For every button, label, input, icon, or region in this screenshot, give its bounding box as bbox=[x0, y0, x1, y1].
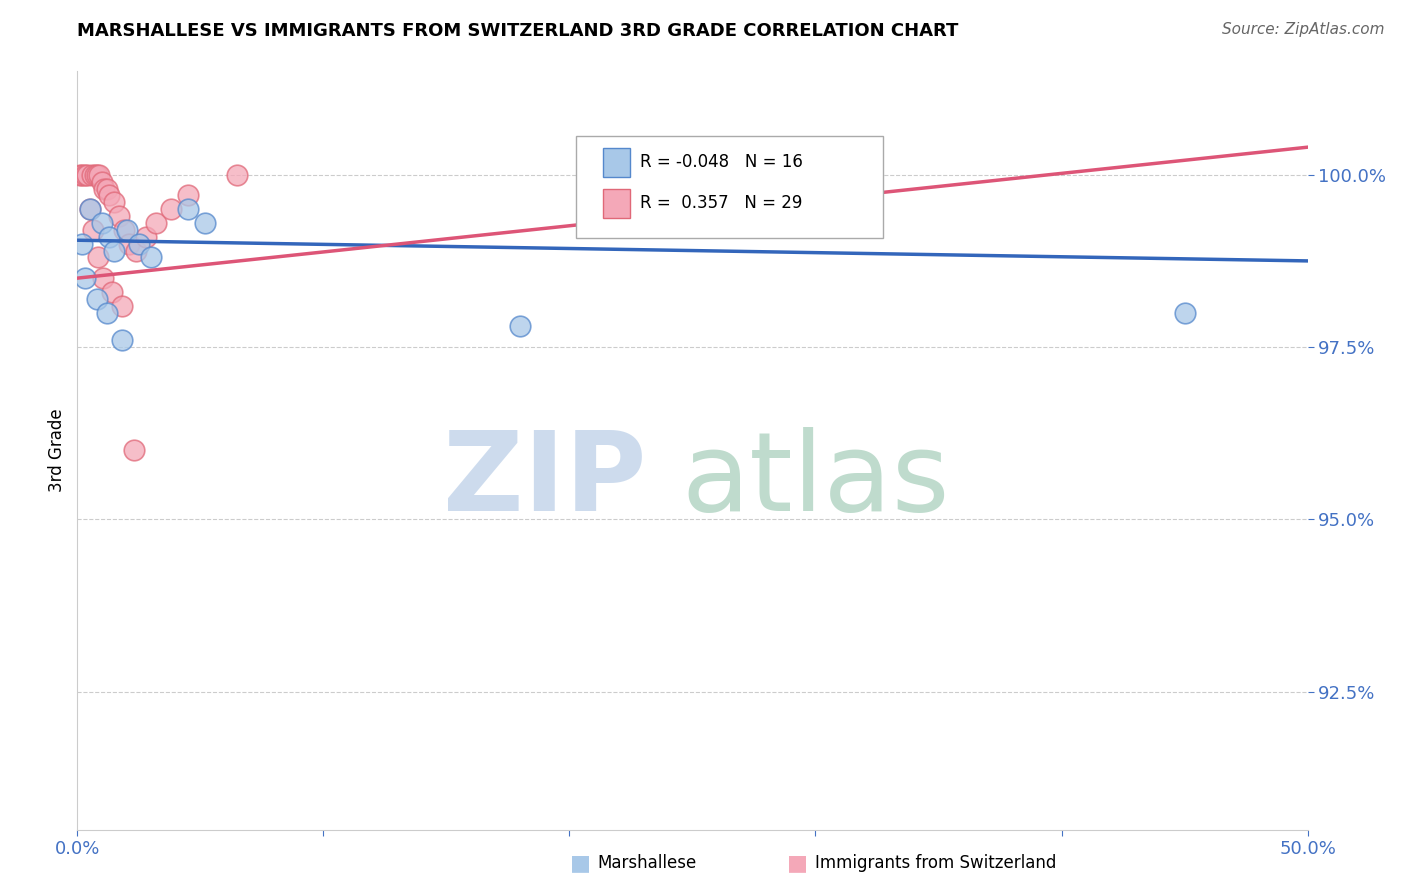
Point bbox=[112, 223, 135, 237]
Text: R =  0.357   N = 29: R = 0.357 N = 29 bbox=[640, 194, 801, 212]
Point bbox=[103, 244, 125, 258]
Point bbox=[79, 202, 101, 217]
Point bbox=[101, 285, 124, 299]
Point bbox=[76, 168, 98, 182]
Point bbox=[177, 202, 200, 217]
Point bbox=[98, 229, 121, 244]
Text: ZIP: ZIP bbox=[443, 427, 647, 534]
Text: atlas: atlas bbox=[682, 427, 949, 534]
Point bbox=[135, 229, 157, 244]
Point bbox=[108, 209, 131, 223]
Point bbox=[79, 202, 101, 217]
Point bbox=[86, 292, 108, 306]
Point bbox=[87, 251, 110, 265]
Point bbox=[69, 168, 91, 182]
Point bbox=[82, 223, 104, 237]
Point bbox=[509, 319, 531, 334]
Point bbox=[125, 244, 148, 258]
Point bbox=[70, 168, 93, 182]
Point bbox=[89, 168, 111, 182]
Text: Source: ZipAtlas.com: Source: ZipAtlas.com bbox=[1222, 22, 1385, 37]
Point bbox=[103, 195, 125, 210]
Point bbox=[73, 168, 96, 182]
Text: Immigrants from Switzerland: Immigrants from Switzerland bbox=[815, 855, 1057, 872]
Point bbox=[1174, 305, 1197, 319]
Point bbox=[226, 168, 249, 182]
Point bbox=[96, 181, 118, 195]
Point bbox=[115, 223, 138, 237]
FancyBboxPatch shape bbox=[603, 189, 630, 218]
Text: ■: ■ bbox=[569, 854, 591, 873]
Point bbox=[194, 216, 217, 230]
Point bbox=[177, 188, 200, 202]
Text: MARSHALLESE VS IMMIGRANTS FROM SWITZERLAND 3RD GRADE CORRELATION CHART: MARSHALLESE VS IMMIGRANTS FROM SWITZERLA… bbox=[77, 22, 959, 40]
Text: ■: ■ bbox=[787, 854, 808, 873]
Point bbox=[118, 236, 141, 251]
Point bbox=[122, 443, 145, 458]
Point bbox=[111, 299, 132, 313]
Point bbox=[98, 188, 121, 202]
Point bbox=[141, 251, 163, 265]
Point bbox=[96, 305, 118, 319]
Point bbox=[111, 333, 132, 347]
Point bbox=[73, 271, 96, 285]
Point bbox=[83, 168, 105, 182]
Y-axis label: 3rd Grade: 3rd Grade bbox=[48, 409, 66, 492]
Point bbox=[86, 168, 108, 182]
Point bbox=[90, 175, 114, 189]
Point bbox=[145, 216, 167, 230]
Text: Marshallese: Marshallese bbox=[598, 855, 697, 872]
Text: R = -0.048   N = 16: R = -0.048 N = 16 bbox=[640, 153, 803, 171]
FancyBboxPatch shape bbox=[575, 136, 883, 238]
FancyBboxPatch shape bbox=[603, 148, 630, 177]
Point bbox=[90, 216, 114, 230]
Point bbox=[82, 168, 104, 182]
Point bbox=[160, 202, 183, 217]
Point bbox=[70, 236, 93, 251]
Point bbox=[91, 271, 114, 285]
Point bbox=[93, 181, 115, 195]
Point bbox=[128, 236, 150, 251]
